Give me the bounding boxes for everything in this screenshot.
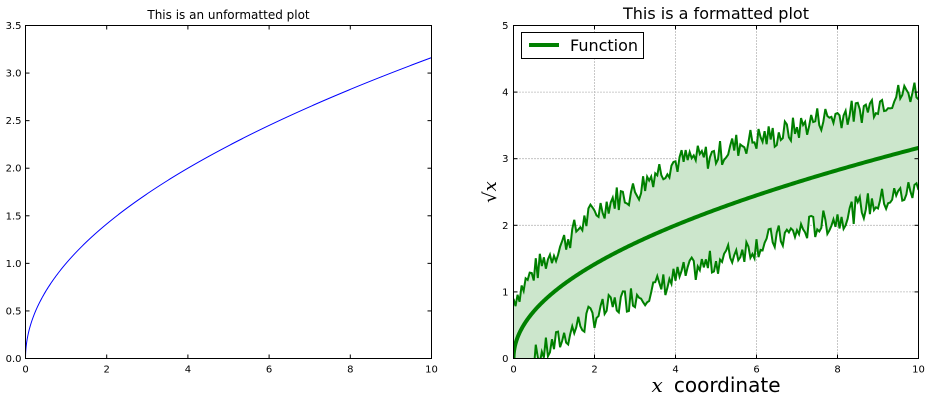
left-ytick-label: 0.0 bbox=[6, 354, 22, 365]
right-xtick-label: 4 bbox=[672, 365, 678, 376]
left-plot-frame bbox=[25, 25, 432, 359]
right-ytick-label: 2 bbox=[502, 221, 508, 232]
right-series-layer bbox=[513, 82, 919, 359]
left-xtick-label: 4 bbox=[185, 365, 191, 376]
right-xtick-label: 8 bbox=[834, 365, 840, 376]
left-sqrt-line bbox=[25, 57, 432, 359]
legend-label-function: Function bbox=[570, 36, 638, 55]
right-subplot: This is a formatted plot 0 2 4 6 8 10 0 1 2 3 4 5 F… bbox=[480, 4, 925, 397]
band-fill bbox=[513, 82, 919, 359]
legend: Function bbox=[521, 32, 644, 59]
right-ytick-label: 3 bbox=[502, 154, 508, 165]
right-ytick-label: 4 bbox=[502, 88, 508, 99]
right-xlabel: x coordinate bbox=[651, 373, 780, 397]
right-ytick-label: 1 bbox=[502, 287, 508, 298]
left-xtick-label: 6 bbox=[266, 365, 272, 376]
left-xtick-label: 10 bbox=[425, 365, 438, 376]
left-ytick-label: 1.0 bbox=[6, 259, 22, 270]
left-subplot: This is an unformatted plot 0 2 4 6 8 10 0.0 0.… bbox=[6, 8, 438, 376]
left-ytick-label: 3.5 bbox=[6, 21, 22, 32]
left-ytick-label: 2.0 bbox=[6, 164, 22, 175]
right-xtick-label: 10 bbox=[912, 365, 925, 376]
right-ticks: 0 2 4 6 8 10 0 1 2 3 4 5 bbox=[502, 21, 925, 376]
band-lower-line bbox=[533, 181, 919, 359]
left-series-layer bbox=[25, 57, 432, 359]
right-plot-title: This is a formatted plot bbox=[622, 4, 809, 23]
left-xtick-label: 8 bbox=[347, 365, 353, 376]
right-xtick-label: 6 bbox=[753, 365, 759, 376]
ylabel-math: √x bbox=[480, 181, 501, 203]
function-sqrt-line bbox=[513, 145, 919, 359]
right-ytick-label: 5 bbox=[502, 21, 508, 32]
left-xtick-label: 2 bbox=[104, 365, 110, 376]
xlabel-math: x bbox=[651, 373, 662, 397]
right-plot-frame bbox=[513, 25, 919, 359]
right-xtick-label: 0 bbox=[510, 365, 516, 376]
svg-text:x coordinate: x coordinate bbox=[651, 373, 780, 397]
right-ytick-label: 0 bbox=[502, 354, 508, 365]
left-ytick-label: 0.5 bbox=[6, 306, 22, 317]
left-ytick-label: 2.5 bbox=[6, 116, 22, 127]
left-ytick-label: 1.5 bbox=[6, 211, 22, 222]
band-upper-line bbox=[513, 82, 919, 307]
left-plot-title: This is an unformatted plot bbox=[146, 8, 310, 22]
left-ytick-label: 3.0 bbox=[6, 69, 22, 80]
right-xtick-label: 2 bbox=[591, 365, 597, 376]
right-ylabel: √x bbox=[480, 181, 501, 203]
left-xtick-label: 0 bbox=[22, 365, 28, 376]
xlabel-text: coordinate bbox=[674, 373, 781, 397]
left-ticks: 0 2 4 6 8 10 0.0 0.5 1.0 1.5 2.0 2.5 3.0 3.5 bbox=[6, 21, 438, 376]
